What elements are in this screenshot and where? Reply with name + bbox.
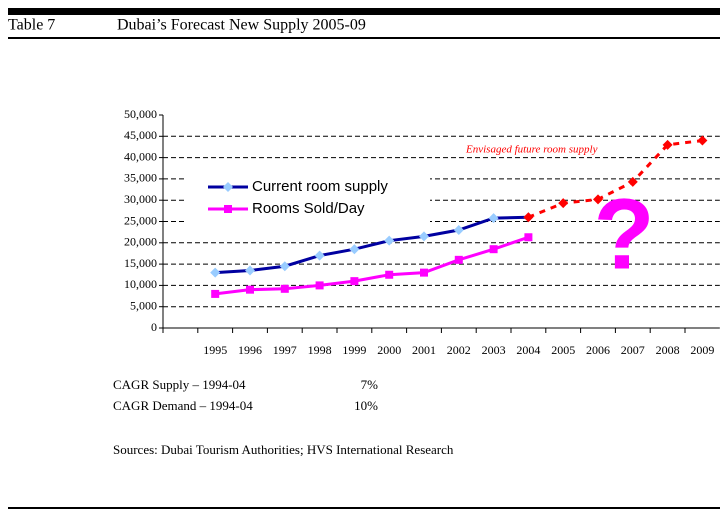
top-bar <box>8 8 720 15</box>
note-value: 7% <box>361 377 379 392</box>
marker <box>384 235 395 246</box>
marker <box>280 284 289 293</box>
marker <box>279 261 290 272</box>
series-line <box>215 235 529 296</box>
marker <box>488 213 499 224</box>
marker <box>420 268 428 277</box>
marker <box>385 270 394 279</box>
y-tick-label: 25,000 <box>124 213 157 227</box>
marker <box>489 245 498 254</box>
marker <box>314 250 325 261</box>
x-tick-label: 1996 <box>238 343 262 357</box>
marker <box>349 244 360 255</box>
marker <box>524 233 533 242</box>
x-tick-label: 2003 <box>482 343 506 357</box>
marker <box>246 285 254 294</box>
series-annotation: Envisaged future room supply <box>465 144 598 156</box>
x-tick-label: 2001 <box>412 343 436 357</box>
marker <box>224 205 232 213</box>
x-tick-label: 2002 <box>447 343 471 357</box>
y-tick-label: 30,000 <box>124 192 157 206</box>
note-label: CAGR Supply – 1994-04 <box>113 377 246 392</box>
marker <box>558 198 569 209</box>
x-tick-label: 2006 <box>586 343 610 357</box>
marker <box>245 265 255 276</box>
marker <box>627 176 638 187</box>
marker <box>223 182 233 192</box>
y-tick-label: 50,000 <box>124 107 157 121</box>
x-tick-label: 2008 <box>656 343 680 357</box>
x-tick-label: 2007 <box>621 343 645 357</box>
note-value: 10% <box>354 398 378 413</box>
legend-label: Rooms Sold/Day <box>252 200 365 217</box>
title-rule <box>8 37 720 39</box>
y-tick-label: 10,000 <box>124 277 157 291</box>
x-tick-label: 1999 <box>342 343 366 357</box>
marker <box>523 212 534 223</box>
x-tick-label: 2009 <box>690 343 714 357</box>
marker <box>315 281 324 290</box>
marker <box>210 267 221 278</box>
annotation: ? <box>593 178 654 290</box>
x-tick-label: 1995 <box>203 343 227 357</box>
y-tick-label: 5,000 <box>130 298 157 312</box>
note-label: CAGR Demand – 1994-04 <box>113 398 253 413</box>
marker <box>454 255 463 264</box>
marker <box>350 277 359 286</box>
y-tick-label: 45,000 <box>124 128 157 142</box>
marker <box>453 225 464 236</box>
series-line <box>527 139 703 219</box>
y-tick-label: 15,000 <box>124 256 157 270</box>
bottom-rule <box>8 507 720 509</box>
marker <box>211 289 220 298</box>
legend-label: Current room supply <box>252 178 388 195</box>
marker <box>662 139 673 150</box>
marker <box>593 194 603 205</box>
page-title: Dubai’s Forecast New Supply 2005-09 <box>117 17 366 34</box>
y-tick-label: 40,000 <box>124 149 157 163</box>
marker <box>419 231 429 242</box>
x-tick-label: 2004 <box>516 343 540 357</box>
x-tick-label: 2000 <box>377 343 401 357</box>
y-tick-label: 35,000 <box>124 171 157 185</box>
legend <box>185 172 430 222</box>
x-tick-label: 1997 <box>273 343 297 357</box>
x-tick-label: 2005 <box>551 343 575 357</box>
source: Sources: Dubai Tourism Authorities; HVS … <box>113 442 454 457</box>
y-tick-label: 0 <box>151 320 157 334</box>
series-line <box>215 215 529 275</box>
x-tick-label: 1998 <box>308 343 332 357</box>
marker <box>697 135 708 146</box>
table-number: Table 7 <box>8 17 55 34</box>
y-tick-label: 20,000 <box>124 235 157 249</box>
